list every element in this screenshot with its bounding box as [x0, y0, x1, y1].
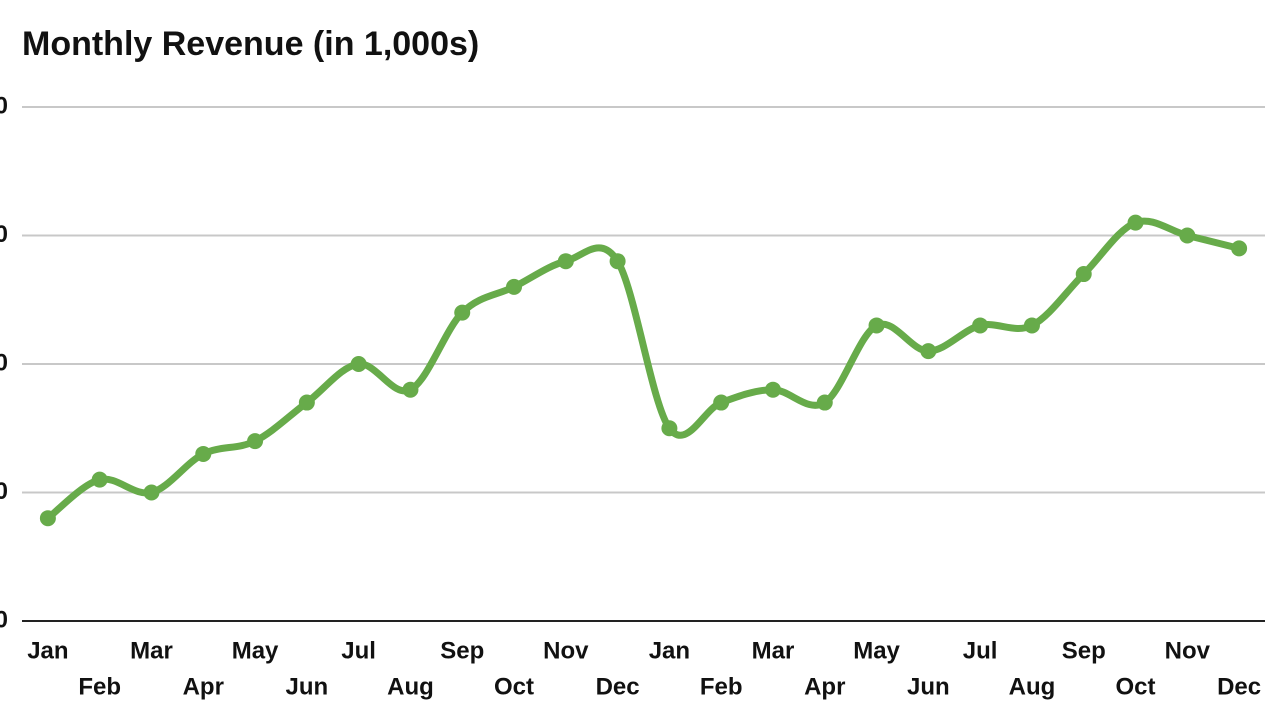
point: [350, 356, 367, 372]
point: [972, 317, 989, 334]
point: [298, 394, 315, 411]
point: [1127, 214, 1144, 231]
point: [1179, 227, 1196, 244]
y-tick-label: 20: [0, 349, 8, 376]
point: [506, 278, 523, 295]
point: [713, 394, 730, 411]
point: [557, 253, 574, 270]
y-tick-label: 40: [0, 92, 8, 119]
x-tick-label: May: [232, 637, 279, 664]
point: [195, 445, 212, 462]
x-tick-label: Aug: [387, 673, 434, 700]
x-tick-label: Jul: [963, 637, 998, 664]
point: [764, 381, 781, 398]
point: [868, 317, 885, 334]
y-tick-label: 30: [0, 221, 8, 248]
point: [609, 253, 626, 270]
chart-title: Monthly Revenue (in 1,000s): [22, 25, 479, 63]
x-tick-label: Dec: [596, 673, 640, 700]
x-tick-label: Sep: [1062, 637, 1106, 664]
x-tick-label: Apr: [183, 673, 224, 700]
x-tick-label: Aug: [1009, 673, 1056, 700]
x-tick-label: Apr: [804, 673, 845, 700]
line: [44, 217, 1243, 522]
point: [1075, 266, 1092, 283]
x-tick-label: Jul: [341, 637, 376, 664]
x-tick-label: Dec: [1217, 673, 1261, 700]
x-tick-label: Jan: [649, 637, 690, 664]
x-tick-label: Mar: [752, 637, 795, 664]
x-tick-label: Mar: [130, 637, 173, 664]
x-tick-label: May: [853, 637, 900, 664]
point: [39, 510, 56, 527]
point: [91, 471, 108, 488]
point: [661, 420, 678, 437]
x-tick-label: Nov: [1165, 637, 1211, 664]
point: [816, 394, 833, 411]
point: [1231, 240, 1248, 257]
x-tick-label: Feb: [78, 673, 121, 700]
x-tick-label: Jun: [286, 673, 329, 700]
x-tick-label: Nov: [543, 637, 589, 664]
x-tick-label: Feb: [700, 673, 743, 700]
x-tick-label: Sep: [440, 637, 484, 664]
point: [454, 304, 471, 321]
point: [920, 343, 937, 360]
point: [1023, 317, 1040, 334]
x-tick-label: Jan: [27, 637, 68, 664]
x-tick-label: Jun: [907, 673, 950, 700]
y-tick-label: 10: [0, 478, 8, 505]
point: [143, 484, 160, 501]
x-tick-label: Oct: [494, 673, 534, 700]
x-tick-label: Oct: [1116, 673, 1156, 700]
point: [402, 381, 419, 398]
point: [247, 433, 264, 450]
y-tick-label: 0: [0, 606, 8, 633]
